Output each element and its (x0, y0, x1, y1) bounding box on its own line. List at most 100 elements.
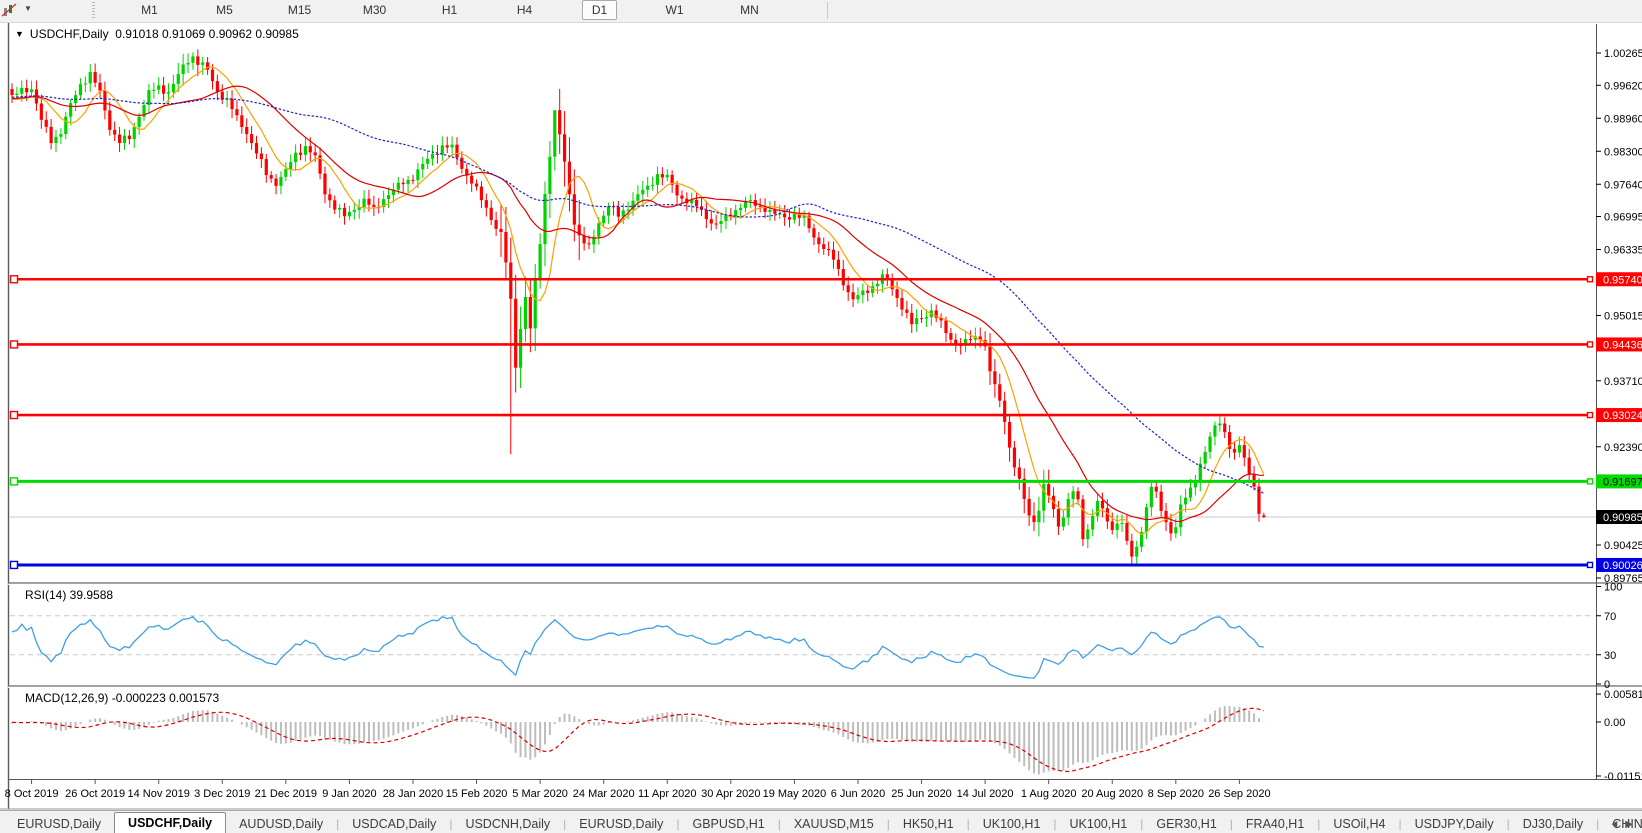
svg-text:26 Oct 2019: 26 Oct 2019 (65, 788, 125, 800)
svg-text:26 Sep 2020: 26 Sep 2020 (1208, 788, 1270, 800)
symbol-tab-UK100-H1[interactable]: UK100,H1 (982, 817, 1041, 831)
tab-separator: | (1596, 817, 1600, 831)
symbol-tab-EURUSD-Daily[interactable]: EURUSD,Daily (17, 817, 102, 831)
chart-title-text: USDCHF,Daily 0.91018 0.91069 0.90962 0.9… (29, 27, 299, 41)
symbol-tab-EURUSD-Daily[interactable]: EURUSD,Daily (579, 817, 664, 831)
svg-text:1.00265: 1.00265 (1604, 48, 1642, 60)
svg-text:8 Oct 2019: 8 Oct 2019 (5, 788, 59, 800)
svg-text:0.92390: 0.92390 (1604, 442, 1642, 454)
svg-text:0.94436: 0.94436 (1603, 339, 1642, 351)
symbol-tab-XAUUSD-M15[interactable]: XAUUSD,M15 (793, 817, 874, 831)
symbol-tab-HK50-H1[interactable]: HK50,H1 (902, 817, 954, 831)
svg-text:11 Apr 2020: 11 Apr 2020 (638, 788, 697, 800)
chart-line-tool-icon[interactable] (1, 2, 21, 19)
svg-text:0.95015: 0.95015 (1604, 311, 1642, 323)
symbol-tab-UK100-H1[interactable]: UK100,H1 (1069, 817, 1128, 831)
macd-indicator-label: MACD(12,26,9) -0.000223 0.001573 (25, 691, 220, 705)
tab-separator: | (886, 817, 890, 831)
svg-text:0.89765: 0.89765 (1604, 573, 1642, 585)
toolbar-grip[interactable] (92, 2, 95, 19)
svg-text:14 Jul 2020: 14 Jul 2020 (957, 788, 1014, 800)
svg-text:30: 30 (1604, 650, 1616, 662)
symbol-tab-USOil-H4[interactable]: USOil,H4 (1333, 817, 1386, 831)
svg-text:15 Feb 2020: 15 Feb 2020 (446, 788, 508, 800)
svg-text:0.96995: 0.96995 (1604, 212, 1642, 224)
tf-button-MN[interactable]: MN (740, 3, 759, 17)
chart-title[interactable]: ▼ USDCHF,Daily 0.91018 0.91069 0.90962 0.… (15, 27, 299, 41)
symbol-tab-USDCHF-Daily[interactable]: USDCHF,Daily (114, 812, 227, 833)
svg-text:0.93024: 0.93024 (1603, 410, 1642, 422)
svg-text:0.98300: 0.98300 (1604, 146, 1642, 158)
svg-text:0.97640: 0.97640 (1604, 179, 1642, 191)
svg-text:28 Jan 2020: 28 Jan 2020 (383, 788, 444, 800)
tf-button-H1[interactable]: H1 (441, 3, 458, 17)
tab-separator: | (676, 817, 680, 831)
svg-text:0.95740: 0.95740 (1603, 274, 1642, 286)
tab-separator: | (449, 817, 453, 831)
tool-dropdown-icon[interactable]: ▼ (24, 4, 32, 13)
symbol-tab-GBPUSD-H1[interactable]: GBPUSD,H1 (692, 817, 765, 831)
tab-separator: | (336, 817, 340, 831)
svg-text:30 Apr 2020: 30 Apr 2020 (701, 788, 760, 800)
svg-text:0.90425: 0.90425 (1604, 540, 1642, 552)
tf-button-M30[interactable]: M30 (362, 3, 387, 17)
svg-text:0.98960: 0.98960 (1604, 113, 1642, 125)
symbol-tab-USDCAD-Daily[interactable]: USDCAD,Daily (352, 817, 437, 831)
svg-text:100: 100 (1604, 582, 1622, 594)
symbol-tab-DJ30-Daily[interactable]: DJ30,Daily (1522, 817, 1584, 831)
collapse-icon[interactable]: ▼ (15, 29, 24, 39)
svg-text:19 May 2020: 19 May 2020 (763, 788, 827, 800)
toolbar-separator (827, 2, 828, 19)
tf-button-H4[interactable]: H4 (516, 3, 533, 17)
svg-text:0.90985: 0.90985 (1603, 512, 1642, 524)
tab-separator: | (777, 817, 781, 831)
svg-text:0.00: 0.00 (1604, 717, 1625, 729)
timeframe-buttons: M1 M5 M15 M30 H1 H4 D1 W1 MN (112, 0, 787, 22)
svg-text:8 Sep 2020: 8 Sep 2020 (1148, 788, 1204, 800)
svg-text:0.005818: 0.005818 (1604, 689, 1642, 701)
tab-scroll-right-icon[interactable]: ▶ (1625, 819, 1639, 830)
svg-text:70: 70 (1604, 611, 1616, 623)
tf-button-M15[interactable]: M15 (287, 3, 312, 17)
symbol-tabbar: EURUSD,Daily USDCHF,Daily AUDUSD,Daily | USD… (0, 810, 1642, 833)
tab-separator: | (966, 817, 970, 831)
symbol-tab-GER30-H1[interactable]: GER30,H1 (1156, 817, 1217, 831)
symbol-tab-USDJPY-Daily[interactable]: USDJPY,Daily (1414, 817, 1494, 831)
tab-separator: | (1140, 817, 1144, 831)
tf-button-M1[interactable]: M1 (141, 3, 158, 17)
symbol-tab-CHINA300-H1[interactable]: CHINA300,H1 (1612, 817, 1642, 831)
svg-text:5 Mar 2020: 5 Mar 2020 (512, 788, 568, 800)
tab-separator: | (1053, 817, 1057, 831)
svg-text:20 Aug 2020: 20 Aug 2020 (1081, 788, 1143, 800)
tab-separator: | (1398, 817, 1402, 831)
tab-separator: | (563, 817, 567, 831)
svg-text:0.91697: 0.91697 (1603, 476, 1642, 488)
symbol-tab-FRA40-H1[interactable]: FRA40,H1 (1245, 817, 1305, 831)
rsi-indicator-label: RSI(14) 39.9588 (25, 588, 114, 602)
tf-button-W1[interactable]: W1 (665, 3, 684, 17)
svg-text:0: 0 (1604, 679, 1610, 691)
svg-text:21 Dec 2019: 21 Dec 2019 (255, 788, 317, 800)
symbol-tab-USDCNH-Daily[interactable]: USDCNH,Daily (465, 817, 551, 831)
svg-text:14 Nov 2019: 14 Nov 2019 (128, 788, 190, 800)
timeframe-toolbar: ▼ M1 M5 M15 M30 H1 H4 D1 W1 MN (0, 0, 1642, 23)
svg-text:-0.011514: -0.011514 (1604, 771, 1642, 783)
tab-separator: | (1317, 817, 1321, 831)
svg-text:24 Mar 2020: 24 Mar 2020 (573, 788, 635, 800)
svg-text:0.99620: 0.99620 (1604, 80, 1642, 92)
tf-button-D1[interactable]: D1 (562, 0, 637, 22)
tab-separator: | (1506, 817, 1510, 831)
svg-text:0.90026: 0.90026 (1603, 560, 1642, 572)
svg-text:0.96335: 0.96335 (1604, 245, 1642, 257)
svg-text:0.93710: 0.93710 (1604, 376, 1642, 388)
symbol-tab-AUDUSD-Daily[interactable]: AUDUSD,Daily (239, 817, 324, 831)
svg-text:9 Jan 2020: 9 Jan 2020 (322, 788, 376, 800)
svg-text:6 Jun 2020: 6 Jun 2020 (831, 788, 885, 800)
tab-scroll-left-icon[interactable]: ◄ (1609, 819, 1626, 830)
svg-text:25 Jun 2020: 25 Jun 2020 (891, 788, 952, 800)
tab-separator: | (1229, 817, 1233, 831)
tf-button-M5[interactable]: M5 (216, 3, 233, 17)
svg-text:1 Aug 2020: 1 Aug 2020 (1021, 788, 1077, 800)
